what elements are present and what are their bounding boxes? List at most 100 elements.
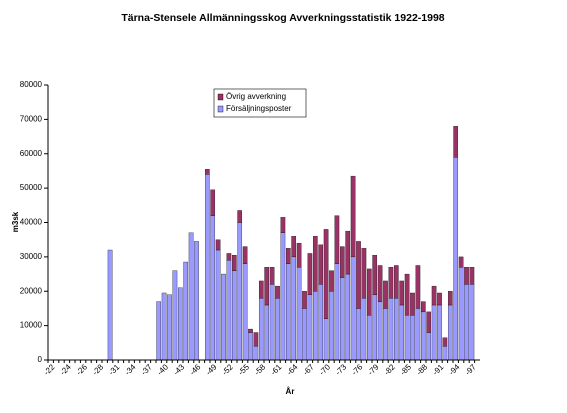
bar-segment xyxy=(312,291,318,361)
bar-segment xyxy=(404,273,410,316)
legend-label: Försäljningsposter xyxy=(226,104,292,113)
bar-segment xyxy=(453,157,459,361)
bar-segment xyxy=(215,239,221,251)
bar-segment xyxy=(285,248,291,264)
y-tick-label: 80000 xyxy=(20,80,43,89)
x-tick-label: -24 xyxy=(58,362,73,377)
bar-segment xyxy=(350,256,356,361)
legend-swatch xyxy=(217,105,224,113)
bar-segment xyxy=(410,292,415,316)
bar-segment xyxy=(188,232,194,361)
bar-segment xyxy=(383,308,388,361)
bar-segment xyxy=(296,242,302,268)
chart-title: Tärna-Stensele Allmänningsskog Avverknin… xyxy=(121,12,444,24)
x-tick-label: -31 xyxy=(107,362,122,377)
bar-segment xyxy=(383,280,388,309)
bar-segment xyxy=(210,215,216,361)
bar-segment xyxy=(210,189,216,216)
bar-segment xyxy=(280,217,286,233)
bar-segment xyxy=(372,294,378,361)
x-tick-label: -26 xyxy=(74,362,89,377)
x-tick-label: -61 xyxy=(269,362,284,377)
x-tick-label: -58 xyxy=(253,362,268,377)
bar-segment xyxy=(172,270,178,361)
bar-segment xyxy=(167,294,172,361)
bar-segment xyxy=(253,332,259,347)
bar-segment xyxy=(334,215,340,264)
bar-segment xyxy=(275,297,280,361)
bar-segment xyxy=(253,346,259,361)
bar-segment xyxy=(329,291,334,361)
bar-segment xyxy=(393,265,399,299)
bar-segment xyxy=(242,263,248,361)
bar-segment xyxy=(318,244,324,285)
bar-segment xyxy=(204,174,210,361)
x-tick-label: -97 xyxy=(463,362,478,377)
bar-segment xyxy=(242,246,248,264)
bar-segment xyxy=(291,256,297,361)
bar-segment xyxy=(356,308,361,361)
bar-segment xyxy=(399,304,405,361)
bar-segment xyxy=(437,304,442,361)
legend-box xyxy=(213,88,307,118)
bar-segment xyxy=(161,292,167,361)
bar-segment xyxy=(302,308,307,361)
legend-swatch xyxy=(217,93,224,101)
bar-segment xyxy=(404,315,410,361)
bar-segment xyxy=(204,169,210,175)
bar-segment xyxy=(458,256,464,268)
bar-segment xyxy=(323,229,329,319)
x-tick-label: -28 xyxy=(91,362,106,377)
bar-segment xyxy=(388,297,394,361)
bar-segment xyxy=(307,294,313,361)
x-tick-label: -55 xyxy=(236,362,251,377)
y-tick-label: 50000 xyxy=(20,183,43,192)
bar-segment xyxy=(280,232,286,361)
bar-segment xyxy=(226,253,232,261)
bar-segment xyxy=(437,292,442,306)
bar-segment xyxy=(361,297,367,361)
bar-segment xyxy=(431,285,437,306)
bar-segment xyxy=(366,268,372,316)
x-tick-label: -22 xyxy=(42,362,57,377)
bar-segment xyxy=(264,267,270,306)
bar-segment xyxy=(356,241,361,309)
bar-segment xyxy=(269,267,275,285)
y-tick-label: 40000 xyxy=(20,218,43,227)
bar-segment xyxy=(442,337,448,347)
bar-segment xyxy=(469,284,475,361)
bar-segment xyxy=(339,277,345,361)
bar-segment xyxy=(226,260,232,361)
bar-segment xyxy=(231,255,237,271)
y-tick-label: 0 xyxy=(38,355,43,364)
x-tick-label: -46 xyxy=(188,362,203,377)
bar-segment xyxy=(215,249,221,361)
bar-segment xyxy=(415,265,421,309)
bar-segment xyxy=(415,308,421,361)
bar-segment xyxy=(296,267,302,361)
bar-segment xyxy=(248,328,253,333)
bar-segment xyxy=(302,291,307,309)
bar-segment xyxy=(388,267,394,299)
bar-segment xyxy=(366,315,372,361)
bar-segment xyxy=(372,255,378,295)
bar-segment xyxy=(442,346,448,361)
x-tick-label: -70 xyxy=(317,362,332,377)
bar-segment xyxy=(447,304,453,361)
bar-segment xyxy=(237,222,243,361)
bar-segment xyxy=(318,284,324,361)
bar-segment xyxy=(339,246,345,278)
bar-segment xyxy=(221,273,226,361)
bar-segment xyxy=(399,280,405,306)
bar-segment xyxy=(194,241,199,361)
bar-segment xyxy=(377,301,383,361)
x-tick-label: -85 xyxy=(398,362,413,377)
y-tick-label: 20000 xyxy=(20,286,43,295)
y-tick-label: 70000 xyxy=(20,114,43,123)
x-tick-label: -40 xyxy=(155,362,170,377)
y-tick-label: 30000 xyxy=(20,252,43,261)
x-tick-label: -82 xyxy=(382,362,397,377)
y-tick-label: 60000 xyxy=(20,149,43,158)
